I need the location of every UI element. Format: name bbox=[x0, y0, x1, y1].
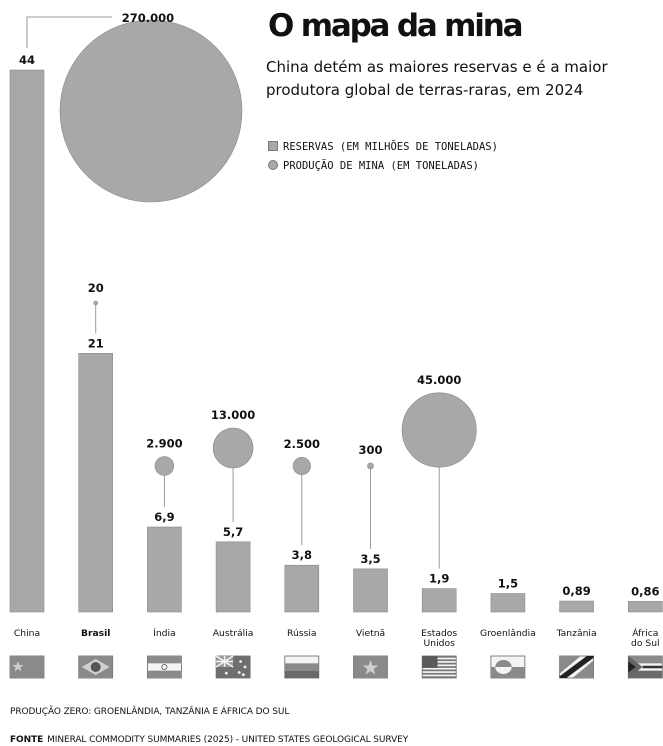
category-label-estados-unidos: Estados bbox=[421, 628, 457, 639]
reserve-bar-vietna bbox=[353, 568, 388, 613]
reserve-label-vietna: 3,5 bbox=[360, 552, 380, 566]
category-label-groenlandia: Groenlândia bbox=[480, 628, 536, 639]
production-bubble-brasil bbox=[93, 300, 98, 306]
reserve-bar-brasil bbox=[78, 353, 113, 613]
production-label-china: 270.000 bbox=[122, 11, 174, 25]
production-bubble-india bbox=[154, 456, 175, 476]
production-bubble-australia bbox=[212, 427, 254, 469]
category-label-china: China bbox=[14, 628, 40, 639]
production-label-brasil: 20 bbox=[88, 281, 104, 295]
reserve-bar-australia bbox=[215, 541, 251, 613]
category-label-australia: Austrália bbox=[213, 628, 254, 639]
vietnam-flag bbox=[353, 655, 388, 679]
reserve-bar-africa-do-sul bbox=[627, 601, 663, 613]
reserve-bar-india bbox=[147, 526, 182, 613]
production-bubble-estados-unidos bbox=[401, 392, 477, 468]
reserve-label-tanzania: 0,89 bbox=[562, 584, 590, 598]
india-flag bbox=[146, 655, 182, 679]
reserve-label-india: 6,9 bbox=[154, 510, 174, 524]
reserve-label-estados-unidos: 1,9 bbox=[429, 572, 449, 586]
reserve-label-australia: 5,7 bbox=[223, 525, 243, 539]
reserve-bar-estados-unidos bbox=[421, 588, 457, 613]
china-flag bbox=[9, 655, 45, 679]
category-label-tanzania: Tanzânia bbox=[556, 628, 597, 639]
legend-reserves-label: RESERVAS (EM MILHÕES DE TONELADAS) bbox=[283, 141, 498, 153]
legend-reserves: RESERVAS (EM MILHÕES DE TONELADAS) bbox=[268, 140, 658, 154]
source-note: FONTE MINERAL COMMODITY SUMMARIES (2025) … bbox=[10, 735, 408, 745]
production-label-india: 2.900 bbox=[146, 437, 182, 451]
legend-production: PRODUÇÃO DE MINA (EM TONELADAS) bbox=[268, 159, 658, 173]
greenland-flag bbox=[490, 655, 526, 679]
australia-flag bbox=[215, 655, 251, 679]
russia-flag bbox=[284, 655, 320, 679]
brazil-flag bbox=[78, 655, 114, 679]
reserve-label-africa-do-sul: 0,86 bbox=[631, 584, 659, 598]
reserve-label-groenlandia: 1,5 bbox=[498, 577, 518, 591]
source-text: MINERAL COMMODITY SUMMARIES (2025) - UNI… bbox=[47, 735, 409, 745]
usa-flag bbox=[421, 655, 457, 679]
south-africa-flag bbox=[627, 655, 663, 679]
source-label: FONTE bbox=[10, 735, 44, 745]
production-bubble-vietna bbox=[367, 462, 374, 470]
legend-circle-swatch bbox=[268, 160, 278, 170]
category-label-vietna: Vietnã bbox=[356, 628, 385, 639]
production-label-estados-unidos: 45.000 bbox=[417, 373, 461, 387]
category-label-africa-do-sul: África bbox=[632, 627, 658, 639]
reserve-label-brasil: 21 bbox=[88, 336, 104, 350]
reserve-label-china: 44 bbox=[19, 53, 35, 67]
zero-production-note: PRODUÇÃO ZERO: GROENLÂNDIA, TANZÂNIA E Á… bbox=[10, 707, 290, 717]
reserve-bar-russia bbox=[284, 564, 320, 613]
reserve-bar-china bbox=[9, 69, 45, 613]
tanzania-flag bbox=[559, 655, 594, 679]
category-label-india: Índia bbox=[153, 627, 176, 639]
production-leader-china bbox=[26, 16, 112, 48]
reserve-label-russia: 3,8 bbox=[292, 548, 312, 562]
category-label-brasil: Brasil bbox=[81, 628, 111, 639]
production-bubble-russia bbox=[292, 456, 311, 476]
production-bubble-china bbox=[59, 19, 243, 203]
chart-subtitle: China detém as maiores reservas e é a ma… bbox=[266, 58, 608, 99]
legend-production-label: PRODUÇÃO DE MINA (EM TONELADAS) bbox=[283, 160, 479, 172]
chart-title: O mapa da mina bbox=[268, 8, 523, 44]
reserve-bar-tanzania bbox=[559, 600, 594, 613]
production-label-australia: 13.000 bbox=[211, 408, 255, 422]
category-label-africa-do-sul: do Sul bbox=[631, 638, 660, 649]
production-label-vietna: 300 bbox=[358, 443, 382, 457]
category-label-estados-unidos: Unidos bbox=[424, 638, 456, 649]
legend-square-swatch bbox=[268, 141, 278, 151]
reserve-bar-groenlandia bbox=[490, 593, 526, 613]
category-label-russia: Rússia bbox=[287, 628, 317, 639]
production-label-russia: 2.500 bbox=[284, 437, 320, 451]
